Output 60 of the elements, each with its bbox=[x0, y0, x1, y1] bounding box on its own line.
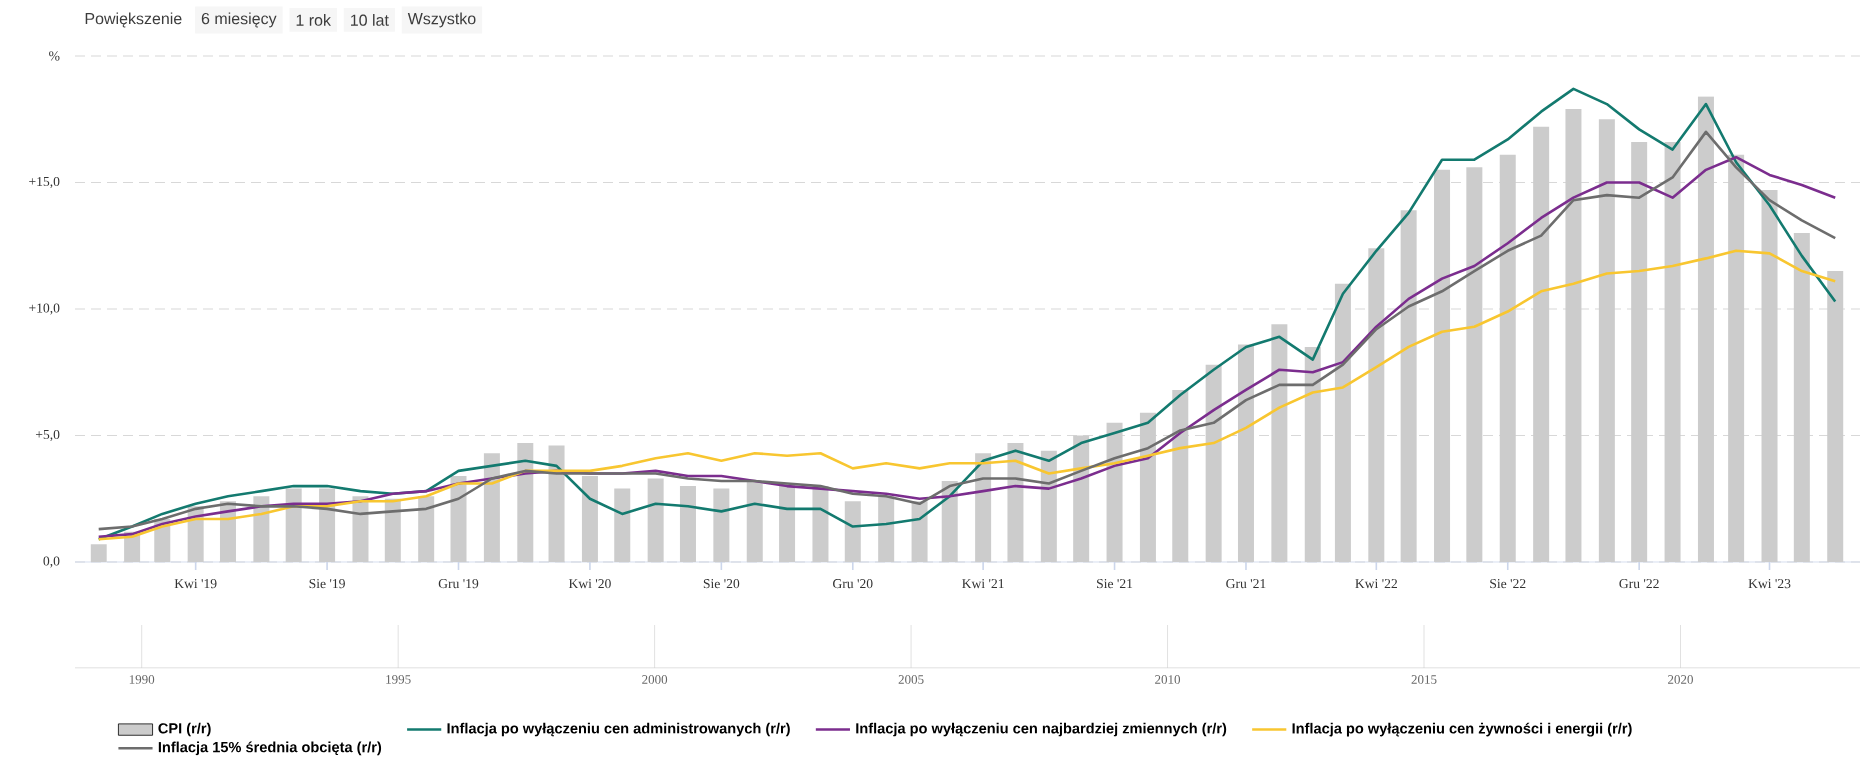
x2-tick-label: 2015 bbox=[1411, 675, 1437, 684]
bar bbox=[911, 501, 928, 562]
legend-label: Inflacja po wyłączeniu cen żywności i energii (r/r) bbox=[1292, 722, 1632, 737]
legend-label: CPI (r/r) bbox=[158, 722, 211, 737]
x-tick-label: Gru '19 bbox=[438, 579, 479, 589]
text: 6 miesięcy bbox=[201, 12, 277, 28]
x2-tick-label: 2000 bbox=[642, 675, 668, 684]
bar bbox=[517, 443, 534, 562]
bar bbox=[614, 488, 631, 562]
x-tick-label: Sie '22 bbox=[1490, 579, 1526, 589]
bar bbox=[418, 496, 435, 562]
x2-tick-label: 2010 bbox=[1155, 675, 1181, 684]
x-tick-label: Sie '20 bbox=[703, 579, 740, 589]
y-tick-label: 0,0 bbox=[43, 556, 60, 568]
bar bbox=[90, 544, 107, 562]
text: Wszystko bbox=[407, 12, 476, 28]
text: Powiększenie bbox=[85, 12, 182, 28]
bar bbox=[548, 445, 565, 562]
x-tick-label: Kwi '21 bbox=[962, 579, 1004, 589]
y-tick-label: +15,0 bbox=[29, 176, 60, 189]
bar bbox=[878, 496, 895, 562]
bar bbox=[975, 453, 992, 562]
x-tick-label: Kwi '23 bbox=[1748, 579, 1791, 589]
legend-label: Inflacja po wyłączeniu cen najbardziej zmiennych (r/r) bbox=[856, 722, 1227, 737]
x-tick-label: Kwi '22 bbox=[1355, 579, 1397, 589]
bar bbox=[483, 453, 500, 562]
bar bbox=[450, 475, 467, 562]
x-tick-label: Gru '22 bbox=[1619, 579, 1659, 589]
y-tick-label: % bbox=[49, 51, 60, 61]
x-tick-label: Gru '20 bbox=[833, 579, 873, 589]
x-tick-label: Sie '21 bbox=[1097, 579, 1133, 589]
bar bbox=[647, 478, 664, 562]
x2-tick-label: 1995 bbox=[386, 675, 411, 684]
x2-tick-label: 2005 bbox=[898, 675, 924, 684]
x-tick-label: Gru '21 bbox=[1226, 579, 1266, 589]
bar bbox=[1040, 450, 1057, 562]
bar bbox=[1007, 443, 1024, 562]
text: 1 rok bbox=[296, 14, 331, 26]
bar bbox=[253, 496, 270, 562]
bar bbox=[746, 481, 763, 562]
bar bbox=[679, 486, 696, 562]
x2-tick-label: 2020 bbox=[1668, 675, 1693, 684]
legend-label: Inflacja po wyłączeniu cen administrowanych (r/r) bbox=[447, 722, 790, 737]
bar bbox=[713, 488, 730, 562]
legend-label: Inflacja 15% średnia obcięta (r/r) bbox=[158, 741, 382, 756]
text: 10 lat bbox=[351, 14, 389, 26]
y-tick-label: +10,0 bbox=[29, 303, 60, 315]
y-tick-label: +5,0 bbox=[35, 429, 60, 442]
bar bbox=[285, 488, 302, 562]
x-tick-label: Kwi '20 bbox=[568, 579, 611, 589]
x-tick-label: Sie '19 bbox=[309, 579, 345, 589]
bar bbox=[844, 501, 861, 562]
bar bbox=[779, 483, 796, 562]
bar bbox=[384, 498, 401, 562]
bar bbox=[581, 475, 598, 562]
bar bbox=[1172, 389, 1189, 562]
bar bbox=[812, 486, 829, 562]
x2-tick-label: 1990 bbox=[129, 675, 155, 684]
bar bbox=[352, 496, 369, 562]
x-tick-label: Kwi '19 bbox=[174, 579, 217, 589]
